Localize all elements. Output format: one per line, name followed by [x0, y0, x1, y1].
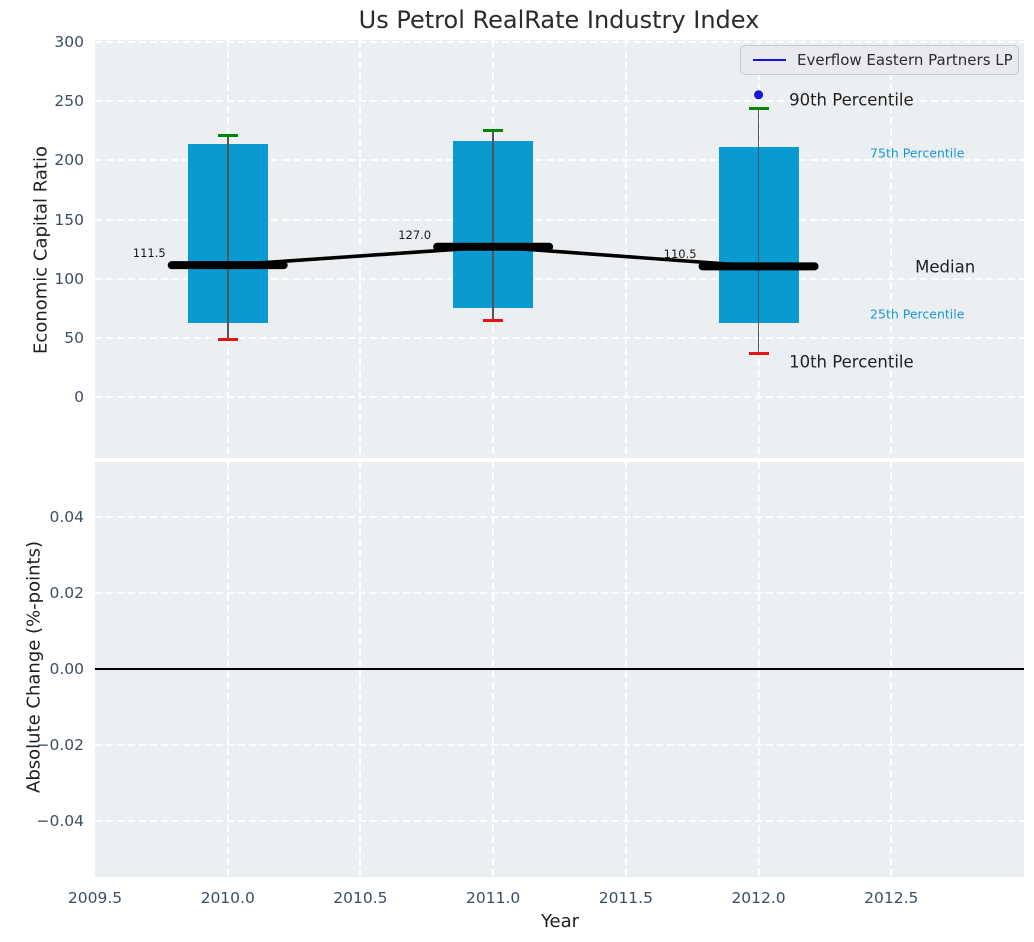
x-tick-label: 2011.0 [466, 889, 521, 907]
whisker-cap-low [483, 319, 504, 323]
y-tick-label: 0 [74, 388, 84, 407]
y-tick-label: 250 [54, 92, 84, 111]
whisker-cap-high [483, 128, 504, 132]
median-value-label: 110.5 [663, 247, 697, 262]
gridline [95, 100, 1024, 103]
gridline [95, 819, 1024, 822]
x-tick-label: 2012.5 [864, 889, 919, 907]
x-tick-label: 2012.0 [731, 889, 786, 907]
whisker-cap-high [748, 107, 769, 111]
y-tick-label: 150 [54, 210, 84, 229]
y-tick-label: −0.04 [36, 811, 85, 830]
annotation-25th-percentile: 25th Percentile [870, 306, 965, 322]
y-tick-label: 50 [64, 328, 84, 347]
gridline [95, 592, 1024, 595]
x-axis-label: Year [540, 911, 580, 932]
legend: Everflow Eastern Partners LP [740, 45, 1019, 75]
y-tick-label: 200 [54, 151, 84, 170]
gridline [95, 41, 1024, 44]
gridline [890, 40, 893, 458]
gridline [95, 396, 1024, 399]
annotation-10th-percentile: 10th Percentile [789, 352, 914, 372]
x-tick-label: 2010.5 [333, 889, 388, 907]
whisker-cap-low [748, 352, 769, 356]
whisker-cap-high [217, 133, 238, 137]
whisker-line [757, 108, 760, 354]
median-value-label: 127.0 [398, 227, 432, 242]
legend-line-swatch [753, 59, 786, 61]
gridline [359, 40, 362, 458]
y-tick-label: 0.02 [49, 584, 84, 603]
x-tick-label: 2010.0 [200, 889, 255, 907]
gridline [95, 336, 1024, 339]
legend-label: Everflow Eastern Partners LP [797, 51, 1013, 69]
y-tick-label: −0.02 [36, 735, 85, 754]
y-tick-label: 0.04 [49, 508, 84, 527]
y-tick-label: 300 [54, 33, 84, 52]
annotation-90th-percentile: 90th Percentile [789, 90, 914, 110]
whisker-line [492, 130, 494, 321]
annotation-75th-percentile: 75th Percentile [870, 145, 965, 161]
chart-title: Us Petrol RealRate Industry Index [358, 6, 760, 34]
gridline [95, 743, 1024, 746]
gridline [95, 159, 1024, 162]
y-tick-label: 100 [54, 269, 84, 288]
annotation-median: Median [915, 257, 976, 277]
gridline [95, 277, 1024, 280]
whisker-line [226, 135, 229, 340]
x-tick-label: 2009.5 [67, 889, 123, 907]
y-tick-label: 0.00 [49, 659, 84, 678]
gridline [95, 218, 1024, 221]
median-value-label: 111.5 [132, 246, 166, 261]
zero-line [95, 667, 1024, 670]
gridline [95, 516, 1024, 519]
x-tick-label: 2011.5 [598, 889, 653, 907]
whisker-cap-low [217, 338, 238, 342]
